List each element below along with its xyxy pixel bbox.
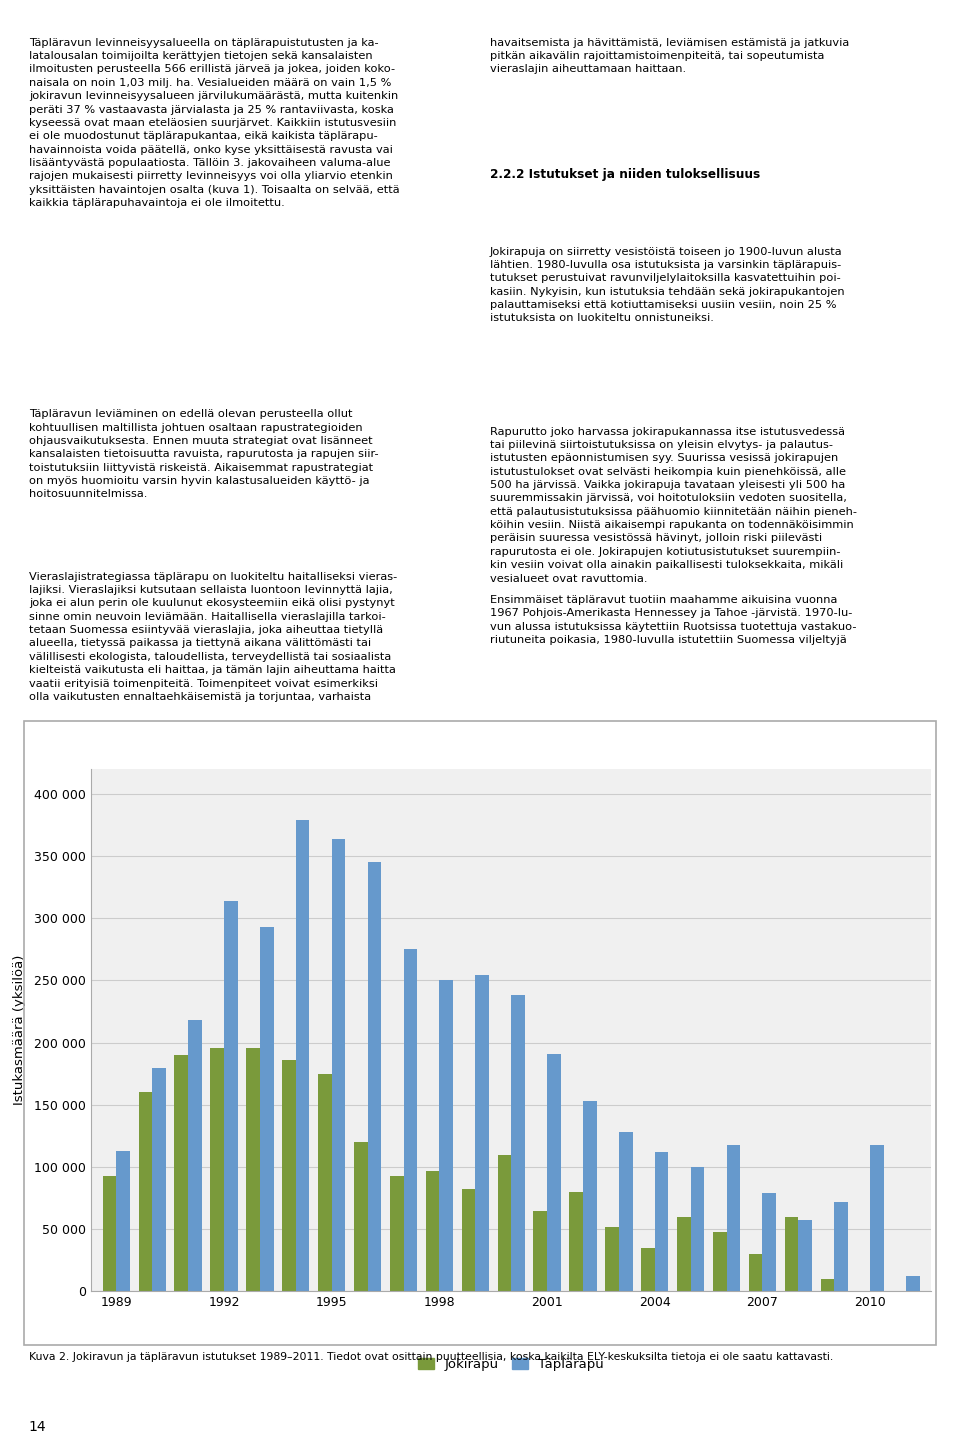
Bar — [462, 1190, 475, 1291]
Bar — [749, 1254, 762, 1291]
Text: 2.2.2 Istutukset ja niiden tuloksellisuus: 2.2.2 Istutukset ja niiden tuloksellisuu… — [490, 168, 760, 181]
Bar — [619, 1132, 633, 1291]
Bar — [188, 1020, 202, 1291]
Bar — [583, 1101, 596, 1291]
Text: Täpläravun leviäminen on edellä olevan perusteella ollut
kohtuullisen maltillist: Täpläravun leviäminen on edellä olevan p… — [29, 409, 378, 499]
Bar — [569, 1191, 583, 1291]
Bar — [138, 1093, 153, 1291]
Bar — [224, 901, 238, 1291]
Bar — [354, 1142, 368, 1291]
Bar — [247, 1048, 260, 1291]
Bar — [116, 1151, 130, 1291]
Text: havaitsemista ja hävittämistä, leviämisen estämistä ja jatkuvia
pitkän aikavälin: havaitsemista ja hävittämistä, leviämise… — [490, 38, 849, 74]
Legend: Jokirapu, Täplärapu: Jokirapu, Täplärapu — [413, 1352, 610, 1376]
Bar — [713, 1232, 727, 1291]
Bar — [605, 1226, 619, 1291]
Bar — [260, 927, 274, 1291]
Bar — [440, 981, 453, 1291]
Bar — [368, 862, 381, 1291]
Bar — [511, 995, 525, 1291]
Bar — [727, 1145, 740, 1291]
Bar — [103, 1175, 116, 1291]
Text: Täpläravun levinneisyysalueella on täplärapuistutusten ja ka-
latalousalan toimi: Täpläravun levinneisyysalueella on täplä… — [29, 38, 399, 207]
Bar — [332, 839, 346, 1291]
Text: Kuva 2. Jokiravun ja täpläravun istutukset 1989–2011. Tiedot ovat osittain puutt: Kuva 2. Jokiravun ja täpläravun istutuks… — [29, 1352, 833, 1362]
Bar — [762, 1193, 776, 1291]
Bar — [426, 1171, 440, 1291]
Bar — [282, 1061, 296, 1291]
Bar — [655, 1152, 668, 1291]
Bar — [153, 1068, 166, 1291]
Bar — [677, 1217, 690, 1291]
Bar — [534, 1210, 547, 1291]
Bar — [175, 1055, 188, 1291]
Bar — [906, 1277, 920, 1291]
Bar — [403, 949, 418, 1291]
Bar — [870, 1145, 884, 1291]
Text: Vieraslajistrategiassa täplärapu on luokiteltu haitalliseksi vieras-
lajiksi. Vi: Vieraslajistrategiassa täplärapu on luok… — [29, 572, 397, 702]
Bar — [834, 1201, 848, 1291]
Bar — [318, 1074, 332, 1291]
Bar — [210, 1048, 224, 1291]
Bar — [821, 1278, 834, 1291]
Text: 14: 14 — [29, 1419, 46, 1434]
Bar — [497, 1155, 511, 1291]
Bar — [641, 1248, 655, 1291]
Bar — [690, 1167, 705, 1291]
Bar — [547, 1053, 561, 1291]
Bar — [390, 1175, 403, 1291]
Text: Ensimmäiset täpläravut tuotiin maahamme aikuisina vuonna
1967 Pohjois-Amerikasta: Ensimmäiset täpläravut tuotiin maahamme … — [490, 595, 856, 646]
Bar — [296, 820, 309, 1291]
Text: Rapurutto joko harvassa jokirapukannassa itse istutusvedessä
tai piilevinä siirt: Rapurutto joko harvassa jokirapukannassa… — [490, 427, 856, 583]
Y-axis label: Istukasmäärä (yksilöä): Istukasmäärä (yksilöä) — [13, 955, 26, 1106]
Bar — [475, 975, 489, 1291]
Bar — [799, 1220, 812, 1291]
Bar — [784, 1217, 799, 1291]
Text: Jokirapuja on siirretty vesistöistä toiseen jo 1900-luvun alusta
lähtien. 1980-l: Jokirapuja on siirretty vesistöistä tois… — [490, 247, 844, 324]
